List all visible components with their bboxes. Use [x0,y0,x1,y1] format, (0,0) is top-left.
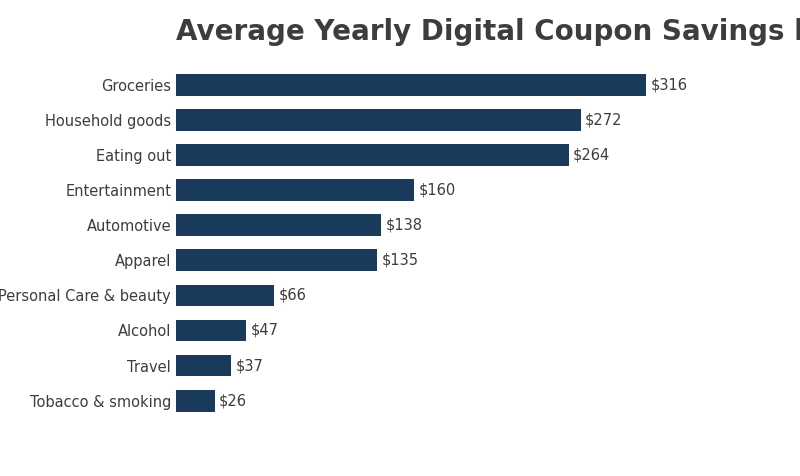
Bar [176,109,581,131]
Text: Average Yearly Digital Coupon Savings by Category: Average Yearly Digital Coupon Savings by… [176,19,800,47]
Bar [176,214,382,236]
Bar [176,285,274,306]
Text: $47: $47 [250,323,278,338]
Bar [176,319,246,341]
Bar [176,74,646,96]
Text: $37: $37 [235,358,263,373]
Text: $272: $272 [585,112,622,128]
Bar [176,144,569,166]
Bar [176,355,231,377]
Text: $66: $66 [278,288,306,303]
Bar [176,390,214,412]
Text: $26: $26 [219,393,247,408]
Text: $264: $264 [573,148,610,162]
Text: $316: $316 [650,78,687,92]
Text: $160: $160 [418,183,456,198]
Text: $135: $135 [382,253,418,268]
Text: $138: $138 [386,218,422,233]
Bar [176,249,377,271]
Bar [176,179,414,201]
